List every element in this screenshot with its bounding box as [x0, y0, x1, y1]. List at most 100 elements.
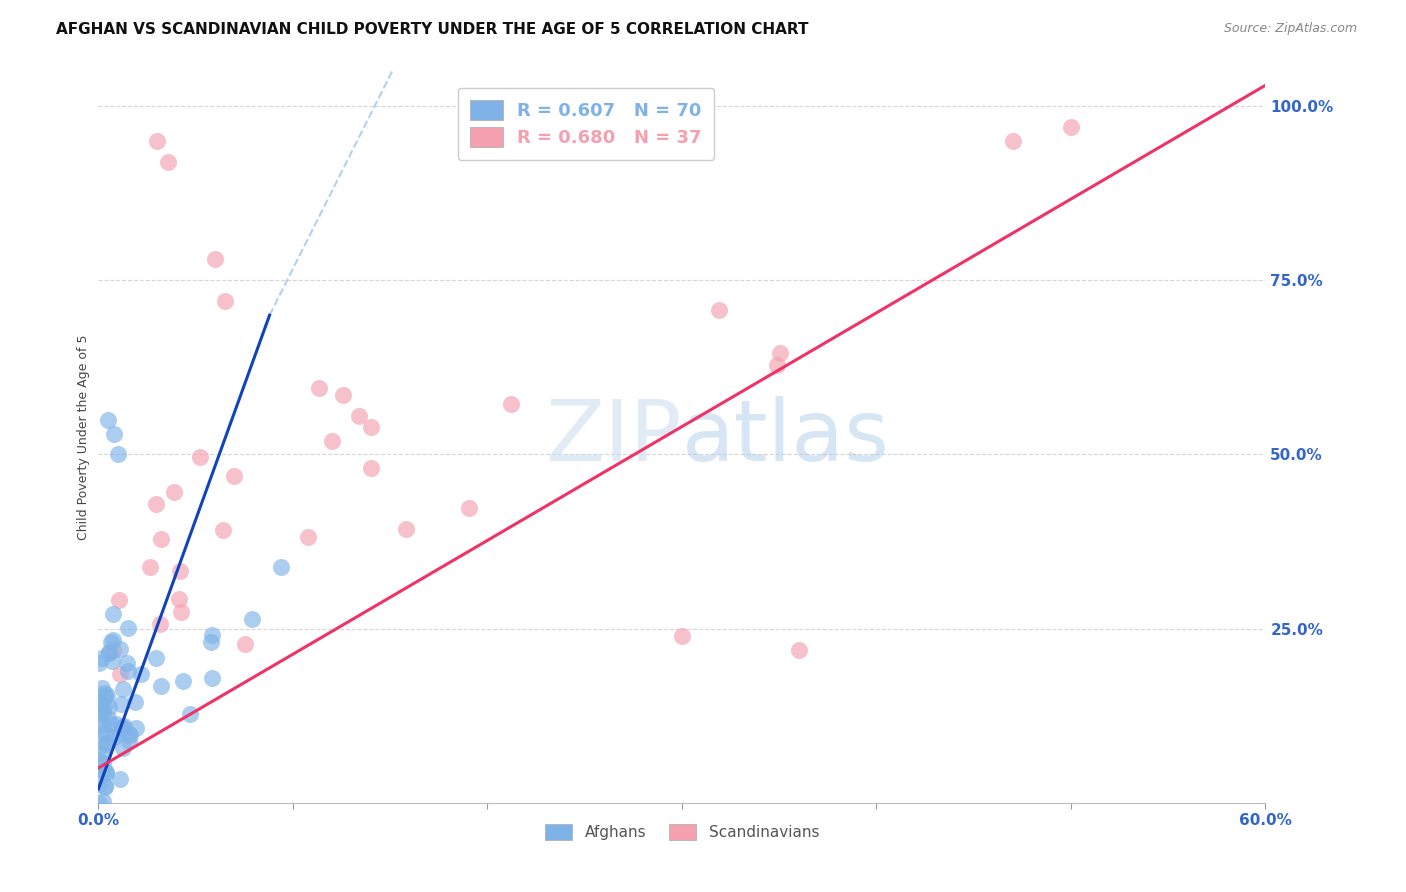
- Point: [149, 617, 172, 632]
- Point: [204, 252, 226, 267]
- Point: [332, 388, 354, 402]
- Point: [118, 727, 141, 741]
- Point: [90, 698, 112, 712]
- Point: [89, 754, 111, 768]
- Point: [103, 632, 125, 647]
- Point: [98, 644, 121, 658]
- Point: [117, 664, 139, 678]
- Point: [115, 657, 138, 671]
- Point: [349, 409, 371, 423]
- Point: [1001, 134, 1024, 148]
- Point: [118, 734, 141, 748]
- Point: [94, 779, 117, 793]
- Point: [100, 717, 122, 731]
- Point: [93, 690, 115, 704]
- Point: [124, 721, 146, 735]
- Point: [93, 725, 115, 739]
- Point: [222, 469, 245, 483]
- Point: [107, 593, 129, 607]
- Point: [110, 726, 132, 740]
- Point: [90, 739, 112, 753]
- Point: [145, 497, 167, 511]
- Point: [308, 381, 330, 395]
- Point: [90, 747, 112, 761]
- Point: [87, 656, 110, 670]
- Point: [201, 671, 224, 685]
- Point: [201, 628, 224, 642]
- Point: [112, 721, 135, 735]
- Point: [169, 564, 191, 578]
- Legend: Afghans, Scandinavians: Afghans, Scandinavians: [538, 817, 825, 847]
- Point: [110, 697, 132, 711]
- Point: [90, 704, 112, 718]
- Point: [707, 303, 730, 318]
- Point: [103, 426, 125, 441]
- Point: [105, 717, 128, 731]
- Point: [114, 718, 136, 732]
- Point: [172, 674, 194, 689]
- Point: [91, 794, 114, 808]
- Point: [157, 155, 180, 169]
- Point: [97, 412, 120, 426]
- Point: [671, 629, 693, 643]
- Point: [200, 635, 222, 649]
- Point: [501, 397, 523, 411]
- Point: [188, 450, 211, 464]
- Point: [167, 592, 190, 607]
- Point: [103, 643, 125, 657]
- Point: [124, 695, 146, 709]
- Point: [150, 532, 173, 546]
- Point: [240, 612, 263, 626]
- Point: [787, 642, 810, 657]
- Point: [94, 766, 117, 780]
- Point: [179, 707, 201, 722]
- Point: [96, 738, 118, 752]
- Point: [145, 650, 167, 665]
- Point: [89, 777, 111, 791]
- Point: [90, 708, 112, 723]
- Text: AFGHAN VS SCANDINAVIAN CHILD POVERTY UNDER THE AGE OF 5 CORRELATION CHART: AFGHAN VS SCANDINAVIAN CHILD POVERTY UND…: [56, 22, 808, 37]
- Point: [93, 686, 115, 700]
- Point: [297, 530, 319, 544]
- Point: [769, 346, 792, 360]
- Text: Source: ZipAtlas.com: Source: ZipAtlas.com: [1223, 22, 1357, 36]
- Point: [117, 621, 139, 635]
- Point: [111, 721, 134, 735]
- Point: [766, 358, 789, 372]
- Point: [112, 741, 135, 756]
- Point: [212, 524, 235, 538]
- Point: [91, 756, 114, 770]
- Point: [97, 700, 120, 714]
- Point: [90, 650, 112, 665]
- Point: [110, 667, 132, 681]
- Point: [118, 728, 141, 742]
- Point: [108, 642, 131, 657]
- Point: [139, 560, 162, 574]
- Point: [91, 718, 114, 732]
- Point: [395, 522, 418, 536]
- Point: [360, 461, 382, 475]
- Point: [91, 681, 114, 696]
- Point: [101, 654, 124, 668]
- Point: [93, 698, 115, 713]
- Point: [94, 736, 117, 750]
- Point: [270, 560, 292, 574]
- Point: [91, 723, 114, 738]
- Point: [94, 780, 117, 794]
- Point: [1060, 120, 1083, 134]
- Point: [97, 711, 120, 725]
- Point: [110, 772, 132, 786]
- Y-axis label: Child Poverty Under the Age of 5: Child Poverty Under the Age of 5: [77, 334, 90, 540]
- Point: [94, 764, 117, 779]
- Point: [112, 682, 135, 697]
- Point: [94, 689, 117, 703]
- Point: [107, 448, 129, 462]
- Text: atlas: atlas: [682, 395, 890, 479]
- Point: [163, 485, 186, 500]
- Point: [100, 635, 122, 649]
- Point: [87, 796, 110, 810]
- Point: [91, 705, 114, 719]
- Point: [98, 646, 121, 660]
- Point: [170, 605, 193, 619]
- Point: [360, 420, 382, 434]
